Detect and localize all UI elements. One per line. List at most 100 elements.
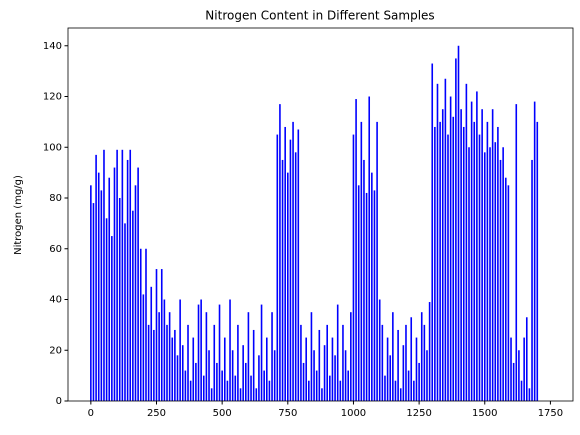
bar — [297, 129, 300, 402]
bar — [234, 375, 237, 401]
bar — [305, 337, 307, 401]
bar — [313, 350, 315, 401]
bar — [208, 350, 210, 401]
x-tick-label: 250 — [147, 408, 166, 419]
bar — [502, 147, 504, 401]
bar — [326, 324, 328, 401]
bar — [276, 134, 279, 402]
bar — [197, 304, 200, 401]
bar — [189, 380, 192, 401]
bar — [426, 350, 428, 401]
y-tick-label: 140 — [43, 41, 62, 52]
bar — [371, 172, 373, 401]
bar — [462, 126, 465, 402]
bar — [378, 299, 381, 401]
bar — [205, 312, 208, 401]
bar — [331, 337, 334, 401]
bar — [147, 324, 150, 401]
bar — [473, 121, 476, 402]
bar — [468, 147, 470, 401]
bar — [160, 269, 163, 401]
bar — [510, 337, 512, 401]
y-tick-label: 60 — [49, 244, 62, 255]
bar — [315, 370, 318, 401]
bar — [476, 91, 478, 402]
bar — [111, 236, 113, 401]
bar — [360, 121, 363, 402]
bar — [145, 248, 147, 401]
bar — [504, 177, 507, 401]
bar — [273, 350, 276, 401]
y-tick-label: 20 — [49, 345, 62, 356]
bar — [302, 362, 305, 401]
bar — [300, 324, 302, 401]
x-tick-label: 1250 — [406, 408, 431, 419]
bar — [137, 167, 139, 401]
bar — [231, 350, 234, 401]
bar — [449, 96, 452, 402]
bar — [200, 299, 202, 401]
bar — [444, 78, 447, 402]
bar — [118, 198, 121, 401]
bar — [171, 337, 174, 401]
bar — [150, 286, 153, 401]
bar — [176, 355, 179, 401]
bar — [329, 375, 331, 401]
bar — [397, 329, 399, 401]
bar — [402, 345, 405, 401]
bar — [153, 329, 155, 401]
x-tick-label: 0 — [88, 408, 94, 419]
bar — [520, 380, 523, 401]
bar — [415, 337, 418, 401]
bar — [124, 223, 126, 401]
bar — [258, 355, 260, 401]
bar — [386, 337, 389, 401]
bar — [381, 324, 384, 401]
bar — [229, 299, 231, 401]
bar — [434, 126, 436, 402]
bar — [392, 312, 394, 401]
bar — [187, 324, 189, 401]
y-tick-label: 40 — [49, 295, 62, 306]
bar — [536, 121, 539, 402]
bar — [457, 45, 460, 402]
bar — [339, 380, 342, 401]
bar — [373, 190, 376, 401]
bar — [310, 312, 313, 401]
bar — [287, 172, 289, 401]
y-tick-label: 0 — [56, 396, 62, 407]
bar — [460, 109, 462, 402]
x-tick-label: 1000 — [341, 408, 366, 419]
bar — [95, 154, 97, 401]
plot-frame — [67, 27, 574, 402]
bar — [368, 96, 371, 402]
bar — [363, 159, 365, 401]
x-tick-label: 500 — [213, 408, 232, 419]
bar — [252, 329, 255, 401]
bar — [518, 350, 520, 401]
bar — [389, 355, 392, 401]
bar — [289, 139, 292, 402]
bar — [174, 329, 176, 401]
bar — [216, 362, 218, 401]
bar — [103, 149, 105, 401]
bar — [247, 312, 250, 401]
x-tick-label: 1500 — [472, 408, 497, 419]
bar — [486, 121, 489, 402]
bar — [218, 304, 221, 401]
bar — [441, 109, 444, 402]
y-axis-label: Nitrogen (mg/g) — [13, 175, 24, 255]
bar — [376, 121, 378, 402]
bar — [413, 380, 415, 401]
bar — [452, 116, 455, 402]
y-tick-label: 120 — [43, 92, 62, 103]
bar — [344, 350, 347, 401]
bar — [92, 203, 95, 401]
bar — [515, 104, 518, 402]
bar — [481, 109, 483, 402]
bar — [365, 192, 368, 401]
bar — [210, 388, 213, 401]
bar — [494, 142, 497, 402]
bar — [284, 126, 286, 402]
